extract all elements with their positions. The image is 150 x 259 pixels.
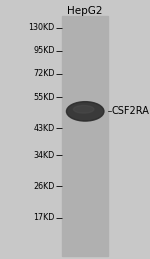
Text: 34KD: 34KD [33,151,55,160]
Text: 72KD: 72KD [33,69,55,78]
Bar [62,16,108,256]
Text: HepG2: HepG2 [68,6,103,17]
Text: 55KD: 55KD [33,93,55,102]
Text: 26KD: 26KD [33,182,55,191]
Text: CSF2RA: CSF2RA [112,106,150,116]
Ellipse shape [73,105,94,113]
Text: 17KD: 17KD [33,213,55,222]
Text: 130KD: 130KD [28,24,55,32]
Text: 43KD: 43KD [33,124,55,133]
Ellipse shape [66,102,104,121]
Text: 95KD: 95KD [33,46,55,55]
